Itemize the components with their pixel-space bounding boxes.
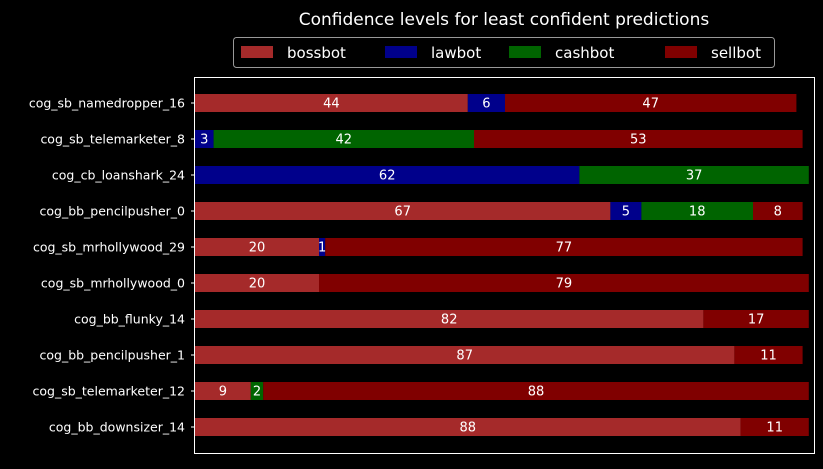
bar-segment-bossbot	[195, 418, 741, 436]
y-tick-label: cog_bb_flunky_14	[74, 312, 185, 327]
bar-segment-lawbot	[467, 94, 505, 112]
data-label: 67	[394, 205, 411, 220]
data-label: 62	[379, 169, 396, 184]
bar-segment-bossbot	[195, 202, 611, 220]
bar-segment-sellbot	[505, 94, 797, 112]
legend-swatch-lawbot	[385, 46, 417, 58]
bar-segment-sellbot	[263, 382, 809, 400]
chart-title: Confidence levels for least confident pr…	[299, 10, 710, 30]
bar-segment-bossbot	[195, 310, 704, 328]
bar-segment-sellbot	[474, 130, 803, 148]
bar-segment-sellbot	[734, 346, 803, 364]
bar-segment-bossbot	[195, 274, 319, 292]
bar-segment-sellbot	[325, 238, 803, 256]
data-label: 88	[460, 421, 477, 436]
data-label: 20	[249, 241, 266, 256]
y-tick-label: cog_sb_namedropper_16	[29, 96, 185, 111]
legend-swatch-sellbot	[665, 46, 697, 58]
bar-segment-bossbot	[195, 382, 251, 400]
data-label: 17	[748, 313, 765, 328]
data-label: 42	[336, 133, 353, 148]
legend-label-bossbot: bossbot	[287, 44, 346, 62]
data-label: 18	[689, 205, 706, 220]
bar-segment-lawbot	[319, 238, 326, 256]
bar-segment-sellbot	[703, 310, 809, 328]
bar-segment-sellbot	[740, 418, 809, 436]
bar-labels: 44 6 47 3 42 53 62 37 67 5 18 8 20 1 77 20 79 82 17 87 11 9 2 8…	[200, 97, 783, 436]
legend-box	[233, 37, 775, 68]
y-tick-label: cog_sb_mrhollywood_29	[33, 240, 185, 255]
legend-swatch-cashbot	[509, 46, 541, 58]
bars	[195, 94, 809, 436]
y-tick-label: cog_cb_loanshark_24	[52, 168, 185, 183]
data-label: 3	[200, 133, 208, 148]
bar-segment-lawbot	[195, 130, 214, 148]
y-tick-label: cog_sb_telemarketer_12	[32, 384, 185, 399]
data-label: 44	[323, 97, 340, 112]
data-label: 8	[774, 205, 782, 220]
bar-segment-bossbot	[195, 94, 468, 112]
bar-segment-lawbot	[195, 166, 580, 184]
data-label: 5	[622, 205, 630, 220]
bar-segment-sellbot	[319, 274, 809, 292]
bar-segment-cashbot	[641, 202, 753, 220]
legend-swatch-bossbot	[241, 46, 273, 58]
data-label: 2	[253, 385, 261, 400]
legend-label-cashbot: cashbot	[555, 44, 614, 62]
data-label: 77	[556, 241, 573, 256]
data-label: 11	[760, 349, 777, 364]
bar-segment-lawbot	[610, 202, 642, 220]
y-axis-ticks: cog_sb_namedropper_16 cog_sb_telemarketer…	[29, 96, 195, 435]
data-label: 37	[686, 169, 703, 184]
data-label: 11	[766, 421, 783, 436]
bar-segment-cashbot	[250, 382, 264, 400]
data-label: 9	[219, 385, 227, 400]
y-tick-label: cog_bb_downsizer_14	[49, 420, 185, 435]
data-label: 88	[528, 385, 545, 400]
y-tick-label: cog_bb_pencilpusher_1	[39, 348, 185, 363]
data-label: 20	[249, 277, 266, 292]
data-label: 1	[318, 241, 326, 256]
legend-label-sellbot: sellbot	[711, 44, 761, 62]
data-label: 79	[556, 277, 573, 292]
bar-segment-sellbot	[753, 202, 803, 220]
y-tick-label: cog_sb_telemarketer_8	[40, 132, 185, 147]
plot-frame	[194, 77, 815, 454]
bar-segment-cashbot	[213, 130, 474, 148]
bar-segment-bossbot	[195, 346, 735, 364]
data-label: 82	[441, 313, 458, 328]
legend: bossbot lawbot cashbot sellbot	[233, 37, 775, 68]
y-tick-label: cog_sb_mrhollywood_0	[41, 276, 185, 291]
data-label: 87	[456, 349, 473, 364]
data-label: 47	[642, 97, 659, 112]
bar-segment-cashbot	[579, 166, 809, 184]
data-label: 53	[630, 133, 647, 148]
y-tick-label: cog_bb_pencilpusher_0	[39, 204, 185, 219]
data-label: 6	[482, 97, 490, 112]
bar-segment-bossbot	[195, 238, 319, 256]
legend-label-lawbot: lawbot	[431, 44, 481, 62]
